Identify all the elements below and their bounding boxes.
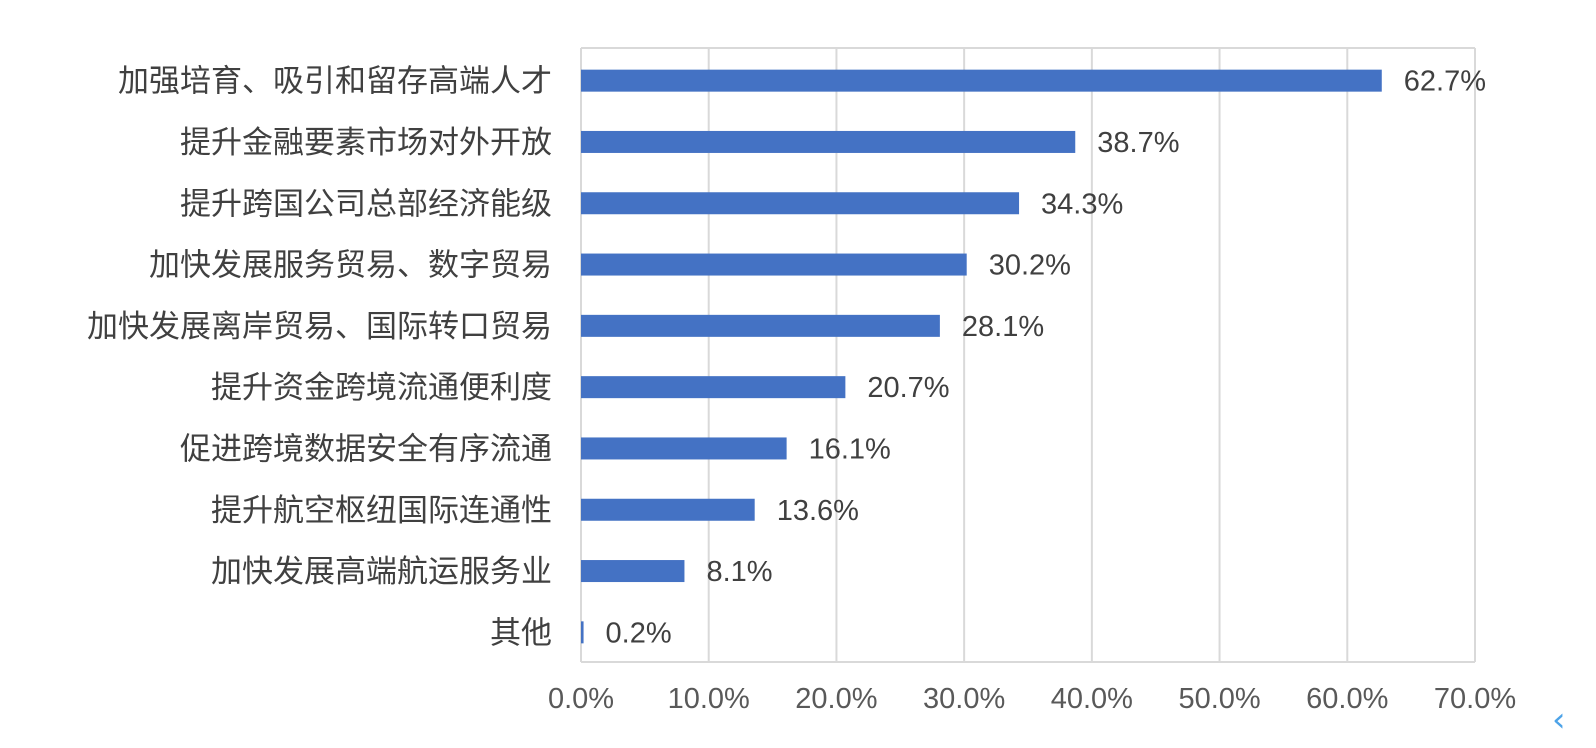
data-label: 20.7% (867, 372, 949, 404)
category-label: 加强培育、吸引和留存高端人才 (118, 64, 552, 100)
chevron-left-icon[interactable]: ‹ (1552, 700, 1566, 740)
x-tick-label: 20.0% (795, 683, 877, 715)
x-tick-label: 70.0% (1434, 683, 1516, 715)
x-tick-label: 10.0% (668, 683, 750, 715)
bar (581, 376, 846, 399)
category-label: 其他 (490, 615, 552, 651)
bar (581, 192, 1020, 215)
bar (581, 437, 787, 460)
category-label: 提升跨国公司总部经济能级 (180, 186, 552, 222)
x-axis-ticks: 0.0% 10.0% 20.0% 30.0% 40.0% 50.0% 60.0% 70.0% (548, 683, 1516, 715)
x-tick-label: 50.0% (1178, 683, 1260, 715)
category-label: 加快发展离岸贸易、国际转口贸易 (87, 309, 552, 345)
x-tick-label: 40.0% (1051, 683, 1133, 715)
value-labels: 62.7% 38.7% 34.3% 30.2% 28.1% 20.7% 16.1% 13.6%… (606, 66, 1486, 650)
bar (581, 69, 1382, 92)
category-label: 加快发展服务贸易、数字贸易 (149, 248, 552, 284)
x-tick-label: 30.0% (923, 683, 1005, 715)
bar (581, 560, 685, 583)
bar (581, 130, 1076, 153)
data-label: 8.1% (706, 556, 772, 588)
category-label: 提升资金跨境流通便利度 (211, 370, 552, 406)
bar (581, 498, 755, 521)
bars (581, 69, 1382, 644)
data-label: 28.1% (962, 311, 1044, 343)
x-tick-label: 60.0% (1306, 683, 1388, 715)
data-label: 34.3% (1041, 188, 1123, 220)
data-label: 0.2% (606, 617, 672, 649)
data-label: 30.2% (989, 250, 1071, 282)
category-label: 提升金融要素市场对外开放 (180, 125, 552, 161)
data-label: 13.6% (777, 495, 859, 527)
category-labels: 加强培育、吸引和留存高端人才提升金融要素市场对外开放提升跨国公司总部经济能级加快… (87, 64, 552, 652)
category-label: 加快发展高端航运服务业 (211, 554, 552, 590)
category-label: 促进跨境数据安全有序流通 (180, 431, 552, 467)
data-label: 38.7% (1097, 127, 1179, 159)
bar (581, 314, 940, 337)
data-label: 16.1% (809, 433, 891, 465)
data-label: 62.7% (1404, 66, 1486, 98)
bar (581, 253, 967, 276)
bar (581, 621, 584, 644)
x-tick-label: 0.0% (548, 683, 614, 715)
category-label: 提升航空枢纽国际连通性 (211, 493, 552, 529)
